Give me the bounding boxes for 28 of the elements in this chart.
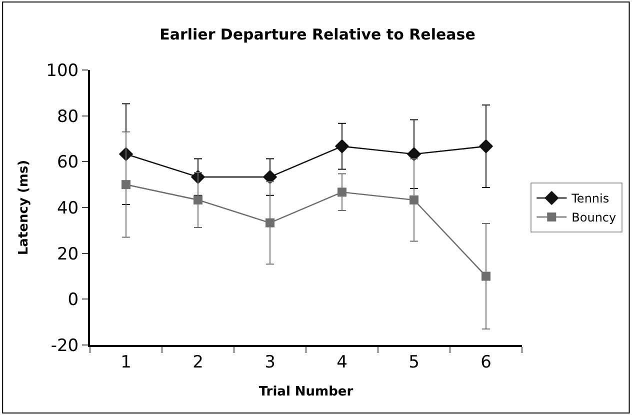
- x-tick-label: 4: [336, 352, 348, 372]
- point: [266, 218, 274, 228]
- x-tick-label: 6: [480, 352, 492, 372]
- x-tick-label: 3: [264, 352, 276, 372]
- legend-label: Tennis: [570, 192, 610, 206]
- y-tick-label: 60: [56, 152, 79, 173]
- y-tick-label: 0: [68, 290, 79, 310]
- point: [482, 272, 490, 281]
- x-axis-title: Trial Number: [258, 384, 354, 400]
- x-tick-label: 5: [408, 352, 420, 372]
- chart-title: Earlier Departure Relative to Release: [160, 26, 476, 44]
- point: [122, 180, 130, 190]
- point: [334, 139, 350, 154]
- y-tick-label: 80: [56, 106, 79, 127]
- point: [406, 146, 422, 162]
- y-tick-label: 40: [56, 198, 79, 218]
- point: [478, 139, 494, 154]
- point: [338, 188, 346, 197]
- x-tick-label: 1: [120, 352, 132, 372]
- point: [410, 195, 418, 204]
- y-tick-label: 20: [56, 244, 79, 264]
- x-tick-label: 2: [192, 352, 204, 372]
- y-tick-label: 100: [46, 60, 79, 81]
- point: [194, 195, 202, 204]
- y-tick-label: -20: [50, 336, 79, 356]
- y-axis-title: Latency (ms): [16, 160, 32, 256]
- legend-label: Bouncy: [572, 210, 616, 225]
- point: [262, 170, 278, 184]
